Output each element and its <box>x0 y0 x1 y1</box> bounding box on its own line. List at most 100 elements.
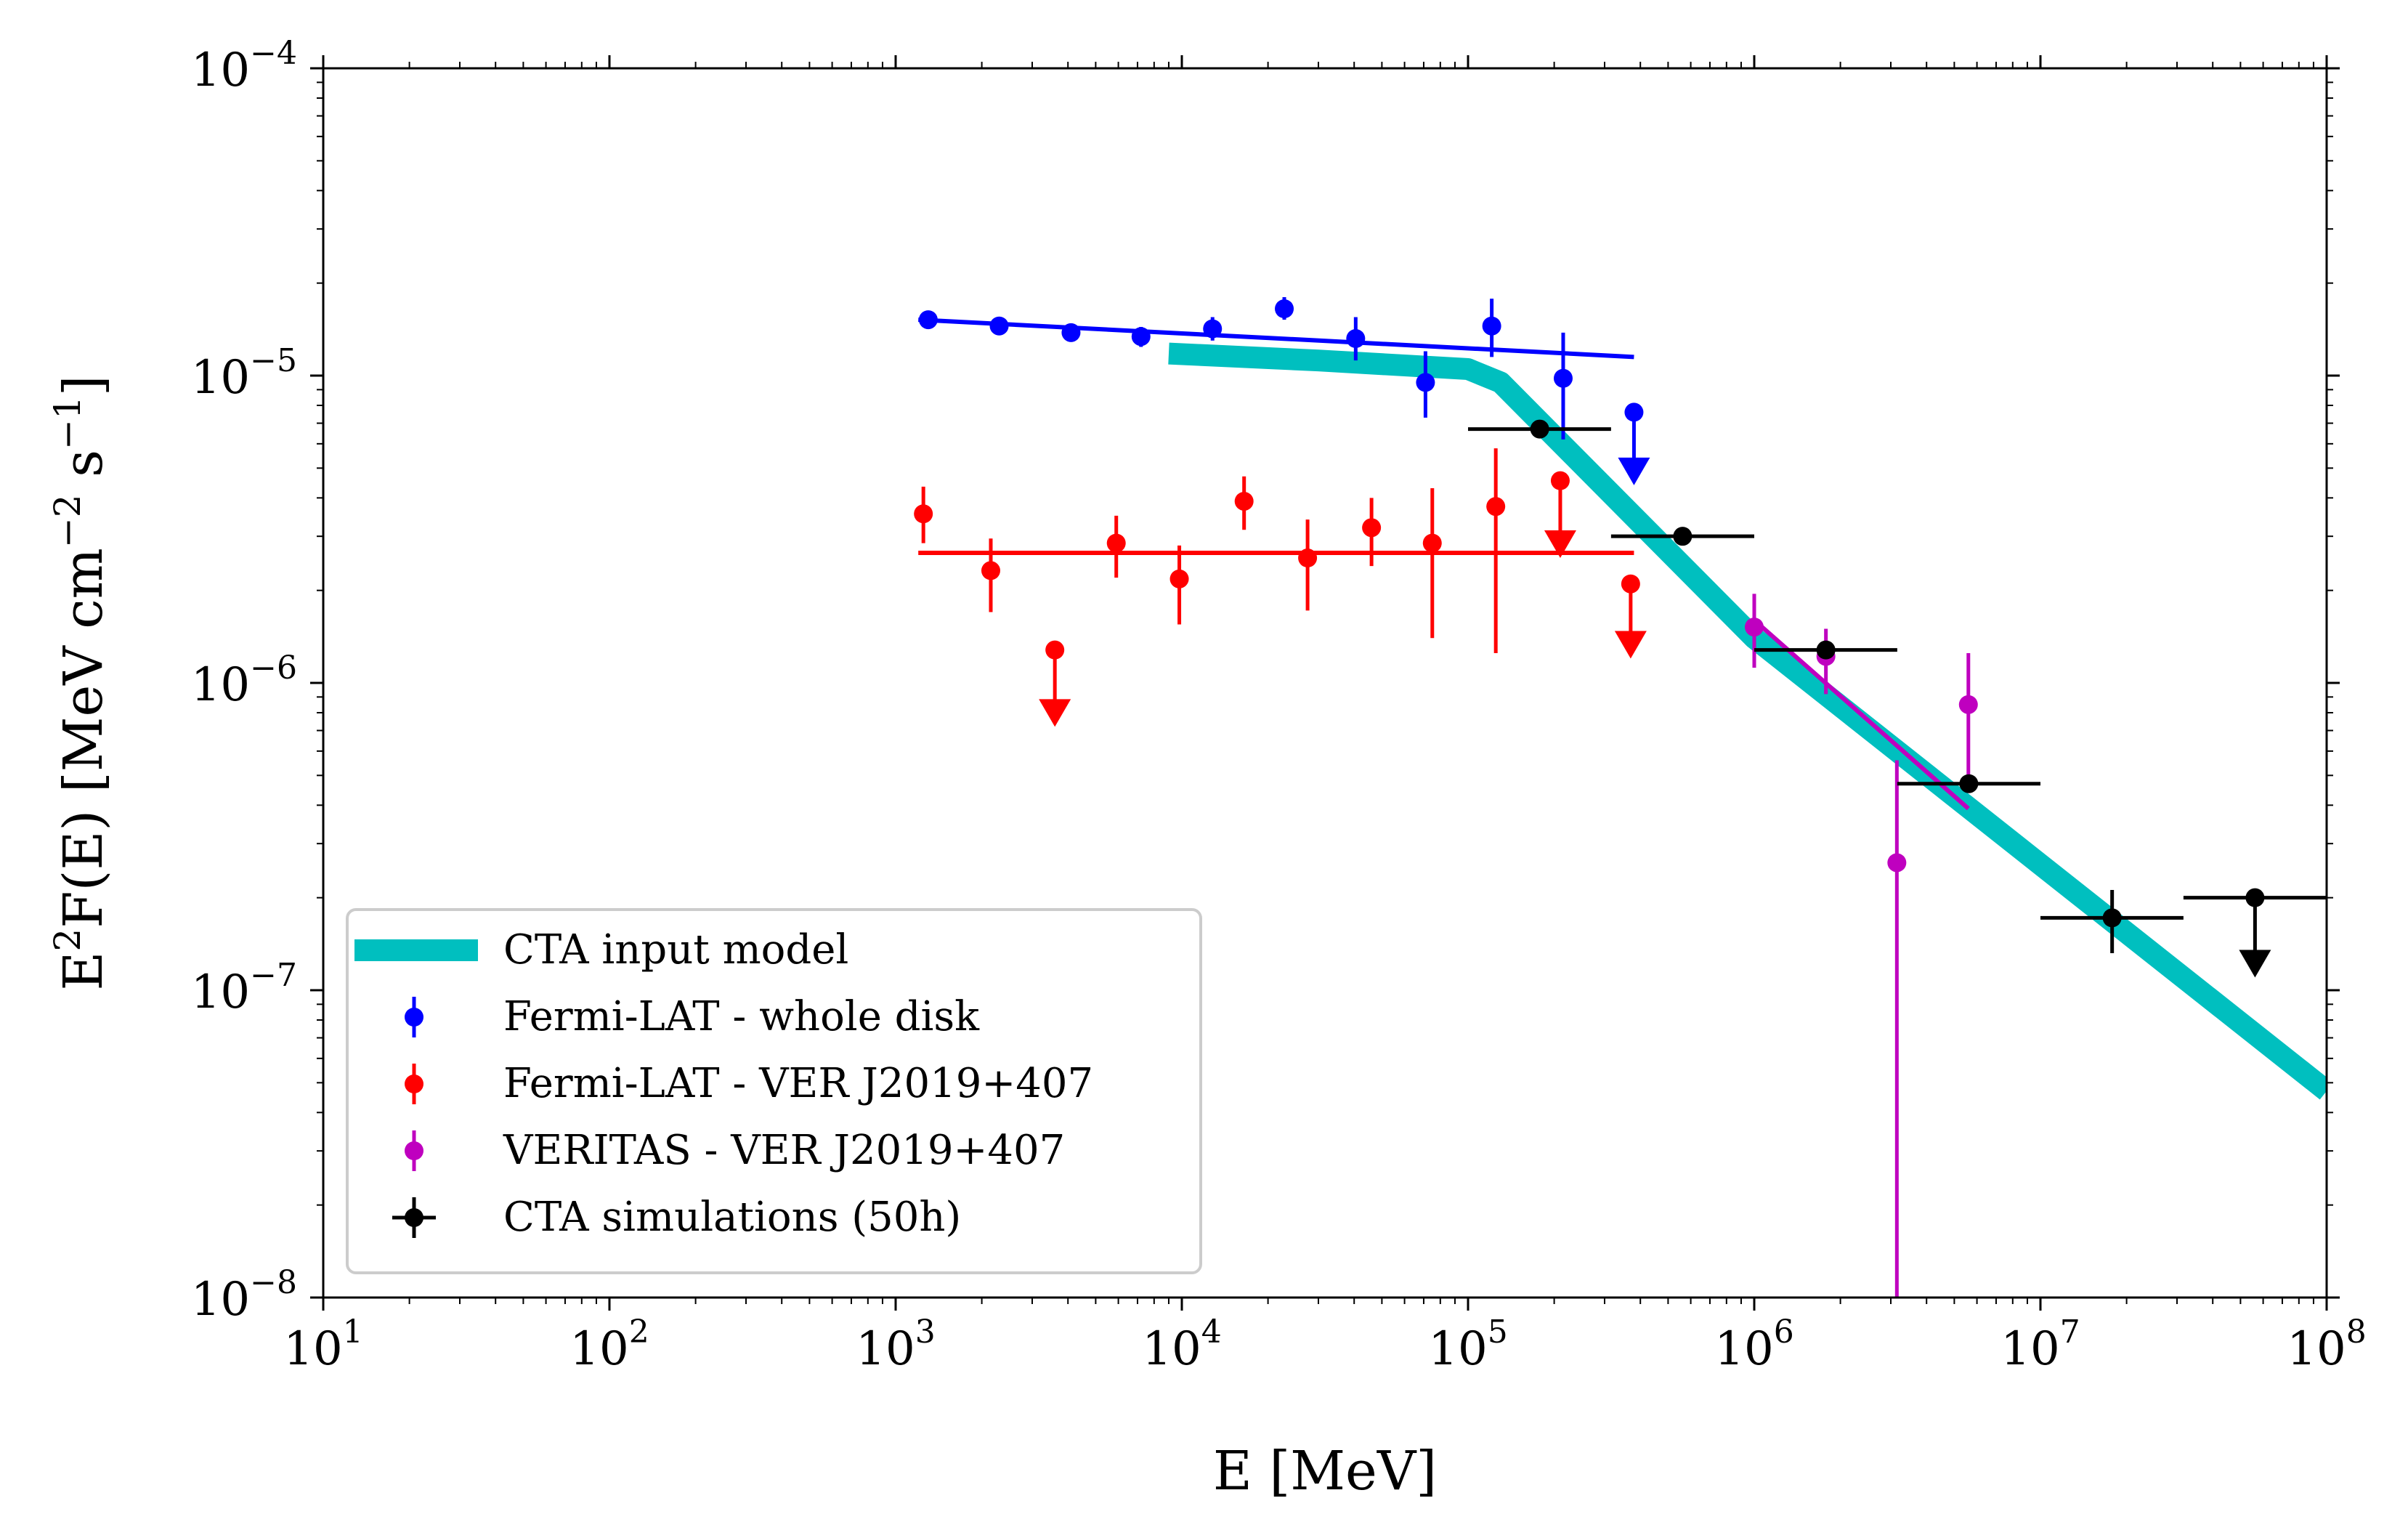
fermi-lat-whole-disk-point <box>1482 299 1501 357</box>
x-tick-exponent: 7 <box>2060 1314 2080 1351</box>
fermi-lat-whole-disk-marker <box>989 316 1009 336</box>
legend-swatch-marker <box>405 1208 423 1227</box>
y-label-prefix: E <box>52 952 115 991</box>
veritas-ver-j2019-407-marker <box>1958 695 1978 714</box>
x-tick-label: 104 <box>1142 1314 1221 1376</box>
cta-simulations-50h-point <box>2040 889 2184 953</box>
fermi-lat-whole-disk-marker <box>1203 319 1223 339</box>
x-tick-label: 108 <box>2287 1314 2366 1376</box>
fermi-lat-ver-j2019-407-point <box>1039 640 1071 727</box>
legend-swatch-marker <box>405 1141 423 1160</box>
fermi-lat-ver-j2019-407-point <box>981 538 1000 612</box>
fermi-lat-whole-disk-point <box>918 310 938 330</box>
fermi-lat-ver-j2019-407-marker <box>1106 533 1126 553</box>
fermi-lat-whole-disk-marker <box>1624 402 1644 422</box>
fermi-lat-ver-j2019-407-point <box>1614 574 1647 659</box>
x-tick-base: 10 <box>1714 1322 1773 1376</box>
x-tick-base: 10 <box>2287 1322 2346 1376</box>
legend-entry: Fermi-LAT - VER J2019+407 <box>405 1060 1093 1107</box>
fermi-lat-whole-disk-marker <box>1061 323 1081 342</box>
x-tick-exponent: 5 <box>1488 1314 1508 1351</box>
fermi-lat-ver-j2019-407-marker <box>981 561 1000 580</box>
legend-label: CTA simulations (50h) <box>503 1194 961 1241</box>
x-tick-label: 101 <box>283 1314 362 1376</box>
veritas-ver-j2019-407-point <box>1745 594 1764 668</box>
x-tick-label: 106 <box>1714 1314 1793 1376</box>
cta-simulations-50h-point <box>1468 419 1611 439</box>
fermi-lat-whole-disk-point <box>989 316 1009 336</box>
fermi-lat-whole-disk-point <box>1553 332 1573 440</box>
fermi-lat-ver-j2019-407-point <box>1422 488 1442 639</box>
y-tick-label: 10−6 <box>191 649 297 712</box>
veritas-ver-j2019-407-point <box>1887 760 1907 1298</box>
fermi-lat-whole-disk-marker <box>1482 316 1501 336</box>
x-tick-base: 10 <box>569 1322 628 1376</box>
fermi-lat-ver-j2019-407-point <box>1106 515 1126 578</box>
axis-labels: 101 102 103 104 105 106 107 10810−810−710−610−5… <box>46 35 2367 1502</box>
fermi-lat-whole-disk-marker <box>1131 327 1151 347</box>
x-tick-base: 10 <box>283 1322 342 1376</box>
legend-label: CTA input model <box>503 926 848 974</box>
y-tick-base: 10 <box>191 351 250 405</box>
y-label-suffix: ] <box>52 375 115 396</box>
fermi-lat-ver-j2019-407-marker <box>914 504 933 524</box>
legend-swatch-marker <box>405 1008 423 1027</box>
fermi-lat-whole-disk-point <box>1131 327 1151 347</box>
legend-entry: VERITAS - VER J2019+407 <box>405 1127 1065 1174</box>
legend-label: VERITAS - VER J2019+407 <box>503 1127 1065 1174</box>
cta-simulations-50h-marker <box>2102 908 2122 928</box>
x-tick-exponent: 2 <box>629 1314 649 1351</box>
fermi-lat-whole-disk-marker <box>1346 328 1366 348</box>
x-tick-exponent: 6 <box>1774 1314 1794 1351</box>
cta-simulations-50h-upper-limit-arrow-head <box>2239 950 2271 978</box>
fermi-lat-whole-disk-marker <box>918 310 938 330</box>
fermi-lat-ver-j2019-407-marker <box>1422 533 1442 553</box>
y-axis-label: E2F(E) [MeV cm−2 s−1] <box>46 375 115 990</box>
x-tick-label: 103 <box>856 1314 935 1376</box>
legend: CTA input model Fermi-LAT - whole disk Fer… <box>346 908 1202 1274</box>
x-tick-label: 107 <box>2000 1314 2080 1376</box>
fermi-lat-ver-j2019-407-marker <box>1486 497 1506 517</box>
plot-area <box>914 297 2327 1298</box>
x-tick-exponent: 1 <box>343 1314 363 1351</box>
fermi-lat-ver-j2019-407-point <box>1234 476 1254 530</box>
y-tick-exponent: −7 <box>250 957 297 994</box>
x-tick-label: 102 <box>569 1314 649 1376</box>
y-tick-label: 10−7 <box>191 957 297 1019</box>
legend-entry: CTA input model <box>354 926 848 974</box>
cta-simulations-50h-marker <box>1959 774 1979 793</box>
x-tick-base: 10 <box>1428 1322 1487 1376</box>
legend-entry: Fermi-LAT - whole disk <box>405 993 980 1040</box>
fermi-lat-ver-j2019-407-marker <box>1362 518 1382 538</box>
cta-simulations-50h-point <box>1897 774 2040 793</box>
y-tick-base: 10 <box>191 658 250 712</box>
y-label-mid: s <box>52 450 115 495</box>
x-tick-exponent: 8 <box>2346 1314 2367 1351</box>
fermi-lat-ver-j2019-407-point <box>1544 471 1576 559</box>
legend-entry: CTA simulations (50h) <box>392 1194 961 1241</box>
cta-simulations-50h-point <box>1610 527 1754 546</box>
veritas-ver-j2019-407-marker <box>1745 618 1764 637</box>
fermi-lat-ver-j2019-407-marker <box>1169 569 1189 588</box>
cta-simulations-50h-marker <box>1673 527 1693 546</box>
legend-swatch-marker <box>405 1074 423 1093</box>
legend-label: Fermi-LAT - whole disk <box>503 993 980 1040</box>
fermi-lat-ver-j2019-407-marker <box>1234 491 1254 511</box>
cta-simulations-50h-series <box>1468 419 2327 978</box>
legend-box <box>346 908 1202 1274</box>
x-tick-base: 10 <box>856 1322 915 1376</box>
x-tick-base: 10 <box>1142 1322 1201 1376</box>
y-tick-label: 10−4 <box>191 35 297 97</box>
cta-simulations-50h-marker <box>2245 888 2265 907</box>
x-tick-base: 10 <box>2000 1322 2059 1376</box>
fermi-lat-whole-disk-upper-limit-arrow-head <box>1618 457 1650 485</box>
cta-simulations-50h-point <box>2183 888 2327 978</box>
veritas-ver-j2019-407-marker <box>1887 853 1907 873</box>
fermi-lat-ver-j2019-407-marker <box>1550 471 1570 490</box>
y-tick-exponent: −4 <box>250 35 297 72</box>
fermi-lat-whole-disk-point <box>1275 297 1294 320</box>
x-tick-label: 105 <box>1428 1314 1507 1376</box>
x-tick-exponent: 4 <box>1201 1314 1222 1351</box>
